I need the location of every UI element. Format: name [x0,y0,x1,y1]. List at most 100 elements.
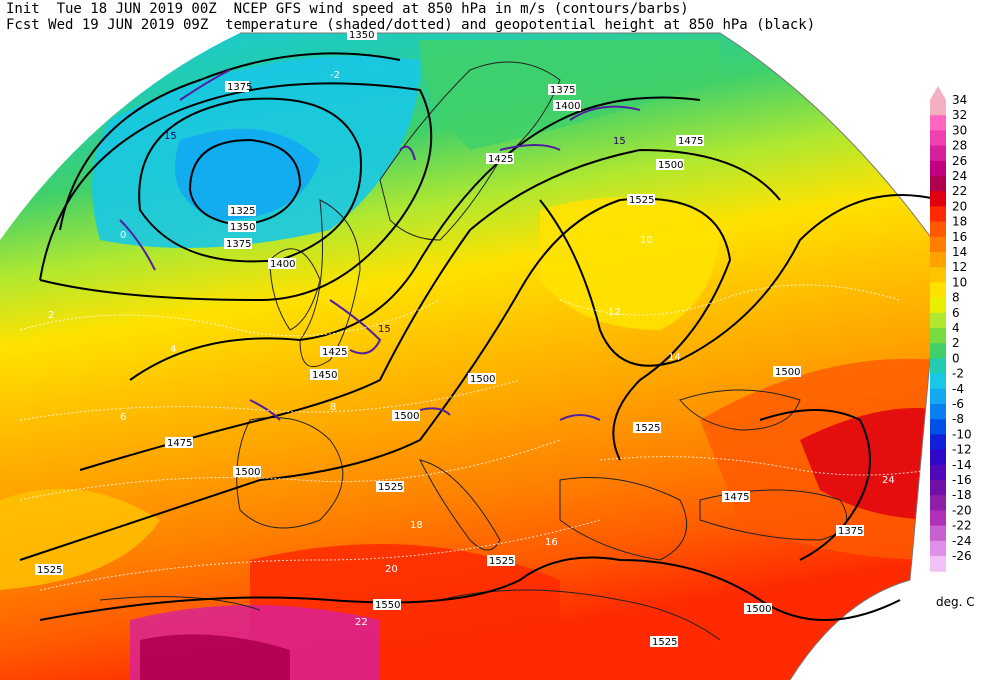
legend-tick-label: 34 [952,93,967,107]
height-label: 1450 [310,369,338,381]
svg-text:1525: 1525 [652,637,677,648]
legend-swatch [930,236,946,253]
legend-tick-label: -16 [952,473,972,487]
svg-text:1500: 1500 [658,160,683,171]
svg-text:1525: 1525 [629,195,654,206]
svg-text:12: 12 [608,307,621,318]
svg-text:16: 16 [545,537,558,548]
legend-tick-label: 6 [952,306,960,320]
svg-text:15: 15 [613,136,626,147]
svg-text:4: 4 [170,344,176,355]
wind-speed-label: 15 [613,136,626,147]
height-label: 1400 [268,258,296,270]
height-label: 1500 [392,410,420,422]
legend-tick-label: -26 [952,549,972,563]
legend-swatch [930,358,946,375]
legend-tick-label: -2 [952,367,964,381]
svg-text:1350: 1350 [349,30,374,41]
svg-text:8: 8 [330,402,336,413]
svg-text:1525: 1525 [489,556,514,567]
svg-text:1400: 1400 [555,101,580,112]
height-label: 1375 [224,238,252,250]
forecast-time-title: Fcst Wed 19 JUN 2019 09Z temperature (sh… [6,17,816,33]
legend-tick-label: 30 [952,123,967,137]
temperature-contours [19,284,931,591]
legend-swatch [930,282,946,299]
svg-text:1375: 1375 [227,82,252,93]
legend-tick-label: 2 [952,336,960,350]
legend-tick-label: 0 [952,351,960,365]
legend-tick-label: -18 [952,488,972,502]
legend-swatch [930,297,946,314]
legend-swatch [930,525,946,542]
svg-text:10: 10 [640,235,653,246]
legend-tick-label: -6 [952,397,964,411]
map-labels: 1350 1375 1325 1350 1375 1400 1425 1450 … [35,29,895,648]
wind-speed-label: 15 [378,324,391,335]
svg-text:1500: 1500 [235,467,260,478]
legend-swatch [930,419,946,435]
legend-tick-label: -10 [952,427,972,441]
legend-swatch [930,556,946,572]
svg-text:6: 6 [120,412,126,423]
height-label: 1525 [627,194,655,206]
wind-contours [119,69,641,421]
svg-text:1525: 1525 [378,482,403,493]
svg-text:1525: 1525 [635,423,660,434]
legend-tick-label: 4 [952,321,960,335]
height-label: 1525 [376,481,404,493]
height-label: 1475 [676,135,704,147]
legend-swatch [930,100,946,116]
legend-tick-label: -8 [952,412,964,426]
svg-text:1500: 1500 [775,367,800,378]
svg-text:1375: 1375 [838,526,863,537]
legend-swatch [930,373,946,390]
init-time-title: Init Tue 18 JUN 2019 00Z NCEP GFS wind s… [6,1,689,17]
legend-swatch [930,176,946,192]
svg-text:1425: 1425 [488,154,513,165]
height-label: 1500 [656,159,684,171]
map-boundary [240,32,941,680]
legend-swatch [930,328,946,344]
legend-swatch [930,252,946,268]
legend-tick-label: 26 [952,154,967,168]
height-label: 1500 [233,466,261,478]
svg-text:1500: 1500 [470,374,495,385]
height-label: 1350 [228,221,256,233]
height-label: 1425 [320,346,348,358]
svg-text:1425: 1425 [322,347,347,358]
svg-text:1500: 1500 [746,604,771,615]
height-label: 1375 [548,84,576,96]
height-label: 1325 [228,205,256,217]
svg-text:24: 24 [882,475,895,486]
legend-swatch [930,540,946,557]
height-label: 1425 [486,153,514,165]
legend-tick-label: 14 [952,245,967,259]
legend-swatch [930,480,946,496]
legend-tick-label: -22 [952,519,972,533]
height-label: 1475 [165,437,193,449]
height-label: 1475 [722,491,750,503]
legend-tick-label: 12 [952,260,967,274]
height-label: 1375 [836,525,864,537]
svg-text:22: 22 [355,617,368,628]
svg-text:1325: 1325 [230,206,255,217]
height-label: 1500 [773,366,801,378]
height-label: 1500 [468,373,496,385]
legend-swatch [930,115,946,131]
legend-swatch [930,312,946,329]
wind-speed-label: 15 [164,131,177,142]
svg-text:1375: 1375 [226,239,251,250]
legend-swatch [930,404,946,420]
legend-swatch [930,449,946,466]
svg-text:20: 20 [385,564,398,575]
legend-tick-label: 10 [952,275,967,289]
legend-unit: deg. C [936,595,975,609]
legend-tick-label: -14 [952,458,972,472]
legend-tick-label: 8 [952,291,960,305]
legend-tick-label: 28 [952,139,967,153]
height-label: 1375 [225,81,252,93]
height-label: 1525 [633,422,661,434]
